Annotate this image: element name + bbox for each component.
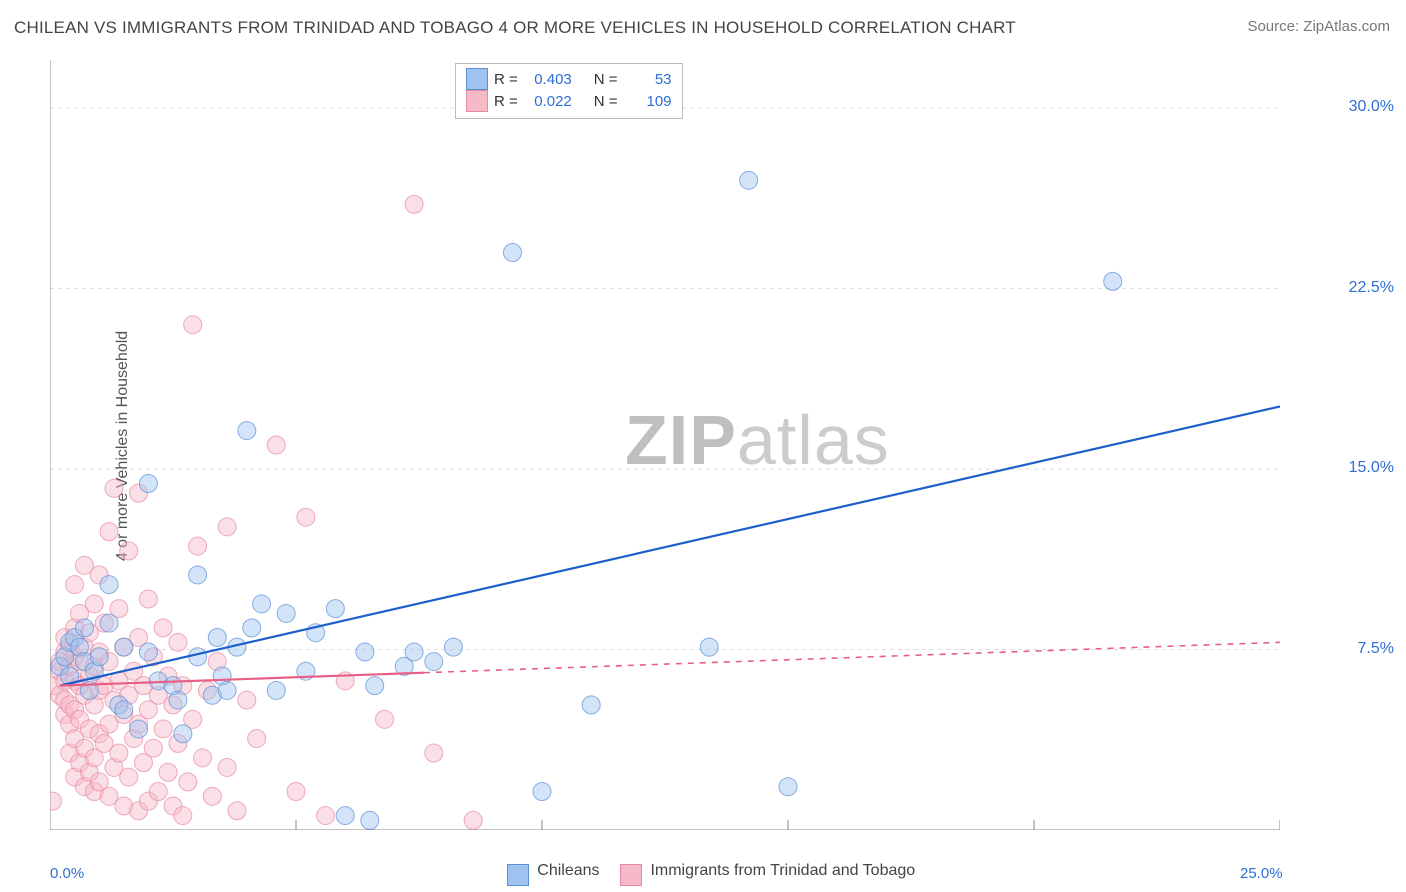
legend-label-tt: Immigrants from Trinidad and Tobago: [650, 862, 915, 879]
r-value-2: 0.022: [524, 93, 572, 110]
chart-source: Source: ZipAtlas.com: [1247, 18, 1390, 35]
legend-stats-row-1: R = 0.403 N = 53: [466, 68, 672, 90]
legend-series: Chileans Immigrants from Trinidad and To…: [0, 860, 1406, 882]
r-value-1: 0.403: [524, 71, 572, 88]
legend-stats: R = 0.403 N = 53 R = 0.022 N = 109: [455, 63, 683, 119]
n-value-2: 109: [624, 93, 672, 110]
chart-title: CHILEAN VS IMMIGRANTS FROM TRINIDAD AND …: [14, 18, 1016, 38]
y-tick-label: 22.5%: [1349, 279, 1394, 297]
y-tick-label: 15.0%: [1349, 459, 1394, 477]
swatch-chileans-icon: [507, 864, 529, 886]
swatch-tt-icon: [620, 864, 642, 886]
swatch-series-1-icon: [466, 68, 488, 90]
scatter-plot-svg: [50, 60, 1280, 830]
chart-container: CHILEAN VS IMMIGRANTS FROM TRINIDAD AND …: [0, 0, 1406, 892]
legend-label-chileans: Chileans: [537, 862, 599, 879]
plot-area: [50, 60, 1280, 830]
swatch-series-2-icon: [466, 90, 488, 112]
legend-stats-row-2: R = 0.022 N = 109: [466, 90, 672, 112]
y-tick-label: 30.0%: [1349, 98, 1394, 116]
n-value-1: 53: [624, 71, 672, 88]
y-tick-label: 7.5%: [1358, 640, 1394, 658]
x-tick-label: 0.0%: [50, 865, 84, 882]
x-tick-label: 25.0%: [1240, 865, 1283, 882]
